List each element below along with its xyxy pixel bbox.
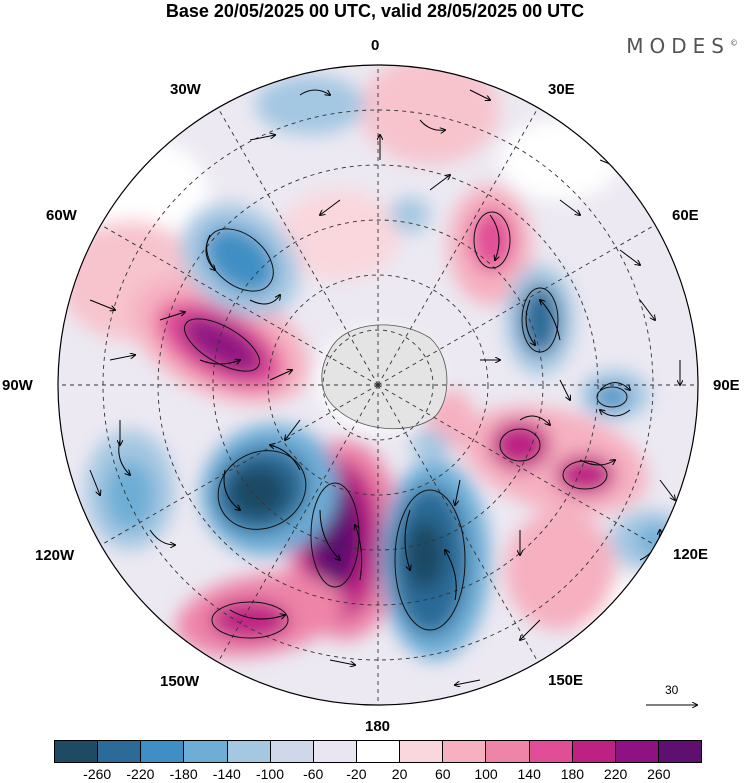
lon-label-0: 0 xyxy=(371,37,380,54)
lon-label-60e: 60E xyxy=(672,207,699,224)
colorbar-segment xyxy=(183,741,227,762)
lon-label-30e: 30E xyxy=(548,81,575,98)
lon-label-30w: 30W xyxy=(170,81,201,98)
lon-label-90e: 90E xyxy=(713,377,740,394)
lon-label-150w: 150W xyxy=(160,673,200,690)
colorbar-tick-label: 20 xyxy=(391,766,408,782)
meridian-lines xyxy=(58,65,698,705)
colorbar-tick-label: -100 xyxy=(255,766,285,782)
colorbar-tick-label: 60 xyxy=(435,766,451,782)
colorbar-segment xyxy=(614,741,658,762)
anomaly-field xyxy=(58,65,698,705)
colorbar-segment xyxy=(657,741,702,762)
colorbar-segment xyxy=(442,741,486,762)
colorbar-segment xyxy=(140,741,184,762)
colorbar-tick-label: -20 xyxy=(346,766,367,782)
map-border xyxy=(57,64,699,706)
colorbar-tick-label: -60 xyxy=(303,766,324,782)
colorbar-segment xyxy=(571,741,615,762)
lon-label-120w: 120W xyxy=(35,547,75,564)
colorbar-tick-label: -220 xyxy=(126,766,155,782)
contour-lines xyxy=(184,211,628,639)
polar-landmass xyxy=(321,324,448,430)
colorbar-tick-label: 180 xyxy=(560,766,585,782)
lon-label-60w: 60W xyxy=(46,207,77,224)
reference-vector-label: 30 xyxy=(665,683,679,697)
colorbar-tick-label: -180 xyxy=(169,766,198,782)
colorbar-segment xyxy=(485,741,529,762)
colorbar xyxy=(54,740,702,763)
colorbar-tick-label: -260 xyxy=(83,766,112,782)
wind-vectors xyxy=(89,89,680,685)
colorbar-tick-label: 220 xyxy=(603,766,628,782)
colorbar-segment xyxy=(226,741,270,762)
modes-logo: MODES© xyxy=(626,34,738,58)
colorbar-segment xyxy=(269,741,313,762)
colorbar-segment xyxy=(97,741,141,762)
colorbar-segment xyxy=(55,741,98,762)
colorbar-tick-label: 100 xyxy=(474,766,498,782)
lon-label-120e: 120E xyxy=(673,546,709,563)
colorbar-segment xyxy=(355,741,400,762)
colorbar-tick-label: 260 xyxy=(647,766,671,782)
colorbar-segment xyxy=(528,741,572,762)
map-title: Base 20/05/2025 00 UTC, valid 28/05/2025… xyxy=(165,1,585,21)
colorbar-ticks: -260 -220 -180 -140 -100 -60 -20 20 60 100 140 180 2… xyxy=(54,766,702,783)
lon-label-90w: 90W xyxy=(2,377,33,394)
lon-label-150e: 150E xyxy=(548,672,584,689)
colorbar-segment xyxy=(312,741,356,762)
colorbar-segment xyxy=(399,741,443,762)
colorbar-tick-label: 140 xyxy=(517,766,541,782)
colorbar-tick-label: -140 xyxy=(212,766,241,782)
lon-label-180: 180 xyxy=(365,718,391,735)
